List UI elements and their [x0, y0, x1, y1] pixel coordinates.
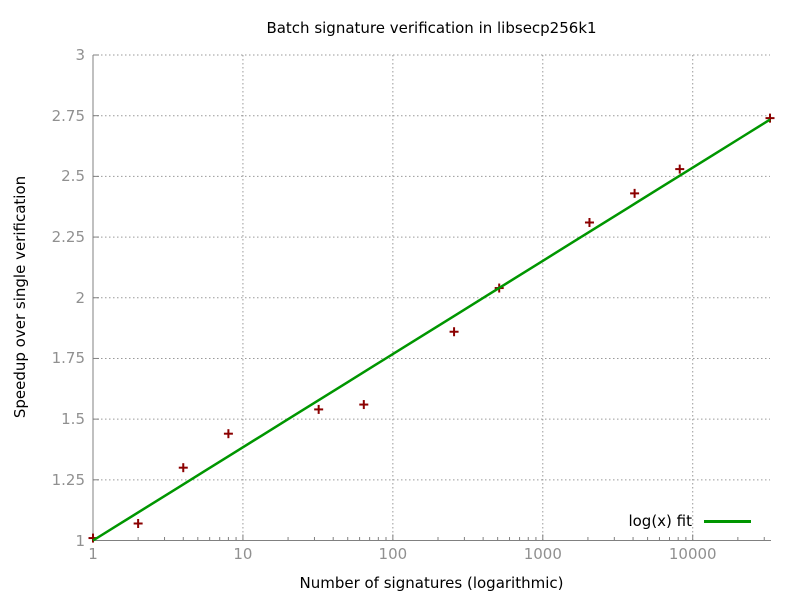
x-tick-label: 10000 [668, 545, 717, 563]
x-axis-label: Number of signatures (logarithmic) [299, 574, 564, 592]
y-tick-label: 2.25 [51, 228, 85, 247]
legend-line-sample [704, 519, 751, 523]
x-tick-label: 100 [378, 545, 408, 563]
y-tick-label: 1.75 [51, 349, 85, 368]
fit-line [92, 118, 771, 542]
y-tick-label: 2 [75, 288, 85, 307]
legend-label: log(x) fit [628, 512, 692, 530]
y-tick-label: 1.25 [51, 470, 85, 489]
x-tick-label: 1 [88, 545, 98, 563]
y-tick-label: 1.5 [61, 410, 85, 429]
chart-title: Batch signature verification in libsecp2… [266, 19, 597, 37]
x-tick-label: 10 [233, 545, 253, 563]
legend: log(x) fit [628, 511, 751, 531]
y-tick-label: 2.75 [51, 106, 85, 125]
y-tick-label: 3 [75, 46, 85, 64]
x-tick-label: 1000 [523, 545, 562, 563]
y-tick-label: 2.5 [61, 167, 85, 186]
y-tick-label: 1 [75, 531, 85, 550]
